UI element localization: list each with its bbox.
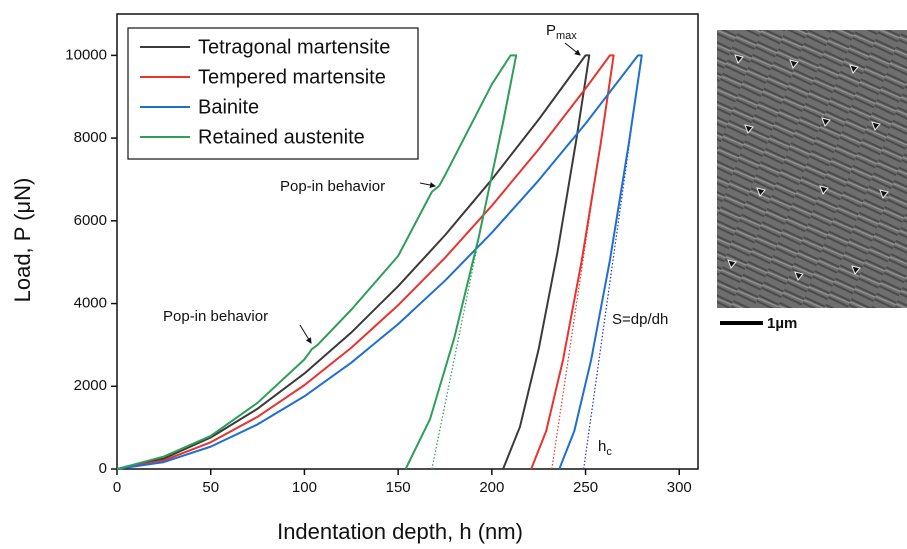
y-tick-label: 0	[99, 460, 107, 477]
y-tick-label: 2000	[74, 377, 107, 394]
y-tick-label: 8000	[74, 129, 107, 146]
x-tick-label: 100	[292, 479, 317, 496]
annotation-text: Pop-in behavior	[280, 178, 385, 195]
annotation-text: P	[546, 22, 556, 39]
series-line	[116, 54, 615, 470]
y-tick-label: 10000	[65, 46, 107, 63]
legend-label: Retained austenite	[198, 126, 365, 148]
annotation-text: h	[598, 438, 606, 455]
series-line	[116, 54, 518, 470]
annotation-text: Pop-in behavior	[163, 308, 268, 325]
y-tick-label: 4000	[74, 295, 107, 312]
legend-label: Tetragonal martensite	[198, 36, 390, 58]
annotation: Pop-in behavior	[163, 308, 268, 325]
annotation-arrow	[299, 324, 312, 344]
series-line	[116, 54, 643, 470]
x-tick-label: 200	[479, 479, 504, 496]
annotation: Pop-in behavior	[280, 178, 385, 195]
legend-label: Bainite	[198, 96, 259, 118]
y-axis-label: Load, P (μN)	[10, 178, 35, 303]
scale-bar-label: 1µm	[767, 315, 797, 332]
legend-label: Tempered martensite	[198, 66, 386, 88]
x-tick-label: 0	[113, 479, 121, 496]
annotation-text: S=dp/dh	[612, 311, 668, 328]
annotation-subscript: c	[606, 446, 612, 458]
micrograph	[717, 30, 907, 308]
annotation: hc	[598, 438, 612, 458]
x-tick-label: 150	[386, 479, 411, 496]
annotation-subscript: max	[556, 30, 577, 42]
annotation: Pmax	[546, 22, 577, 42]
annotation-arrow	[564, 42, 581, 56]
annotation-arrow	[419, 182, 436, 188]
tangent-line	[431, 55, 517, 470]
x-tick-label: 250	[573, 479, 598, 496]
x-tick-label: 50	[202, 479, 219, 496]
x-axis-label: Indentation depth, h (nm)	[277, 519, 523, 544]
x-tick-label: 300	[667, 479, 692, 496]
annotation: S=dp/dh	[612, 311, 668, 328]
plot-frame	[116, 13, 699, 470]
y-tick-label: 6000	[74, 212, 107, 229]
